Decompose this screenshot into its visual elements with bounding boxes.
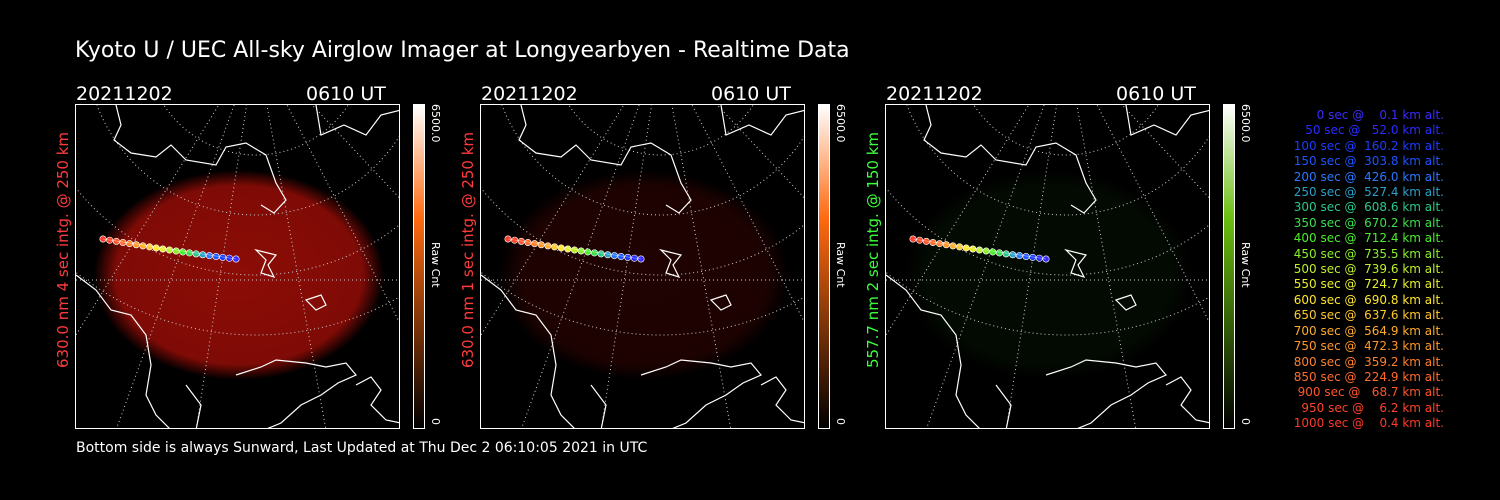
airglow-image [94,170,384,380]
panel-3-time: 0610 UT [1116,83,1196,105]
legend-item: 750 sec @ 472.3 km alt. [1289,339,1444,354]
legend-item: 100 sec @ 160.2 km alt. [1289,138,1444,153]
panel-2-colorbar-min: 0 [834,418,847,425]
legend-item: 550 sec @ 724.7 km alt. [1289,277,1444,292]
panel-3-colorbar [1223,104,1235,429]
legend-item: 1000 sec @ 0.4 km alt. [1293,416,1444,431]
legend-item: 50 sec @ 52.0 km alt. [1297,123,1444,138]
legend-item: 300 sec @ 608.6 km alt. [1289,200,1444,215]
legend-item: 950 sec @ 6.2 km alt. [1297,400,1444,415]
panel-1-image[interactable] [75,104,400,429]
panel-3-colorbar-min: 0 [1239,418,1252,425]
page-title: Kyoto U / UEC All-sky Airglow Imager at … [75,38,850,63]
panel-1-colorbar-unit: Raw Cnt [429,242,442,288]
legend-item: 900 sec @ 68.7 km alt. [1293,385,1444,400]
panel-1-colorbar-max: 6500.0 [429,104,442,143]
panel-1-ylabel: 630.0 nm 4 sec intg. @ 250 km [54,131,72,368]
legend-item: 700 sec @ 564.9 km alt. [1289,323,1444,338]
panel-3-image[interactable] [885,104,1210,429]
panel-2-date: 20211202 [481,83,578,105]
panel-1-colorbar-min: 0 [429,418,442,425]
all-sky-map [76,105,399,428]
airglow-image [904,170,1194,380]
legend-item: 600 sec @ 690.8 km alt. [1289,292,1444,307]
legend-item: 200 sec @ 426.0 km alt. [1289,169,1444,184]
legend-item: 850 sec @ 224.9 km alt. [1289,369,1444,384]
panel-2-ylabel: 630.0 nm 1 sec intg. @ 250 km [459,131,477,368]
legend-item: 400 sec @ 712.4 km alt. [1289,231,1444,246]
panel-2-colorbar [818,104,830,429]
rocket-trajectory-legend: 0 sec @ 0.1 km alt. 50 sec @ 52.0 km alt… [1290,108,1444,432]
panel-2-colorbar-unit: Raw Cnt [834,242,847,288]
airglow-image [499,170,789,380]
rocket-trajectory [99,235,240,263]
legend-item: 650 sec @ 637.6 km alt. [1289,308,1444,323]
legend-item: 350 sec @ 670.2 km alt. [1289,215,1444,230]
all-sky-map [886,105,1209,428]
legend-item: 0 sec @ 0.1 km alt. [1305,108,1444,122]
rocket-trajectory [504,235,645,263]
legend-item: 450 sec @ 735.5 km alt. [1289,246,1444,261]
panel-1-date: 20211202 [76,83,173,105]
panel-2-image[interactable] [480,104,805,429]
legend-item: 150 sec @ 303.8 km alt. [1289,154,1444,169]
panel-2-colorbar-max: 6500.0 [834,104,847,143]
panel-1-colorbar [413,104,425,429]
panel-2-time: 0610 UT [711,83,791,105]
panel-3-colorbar-max: 6500.0 [1239,104,1252,143]
footer-note: Bottom side is always Sunward, Last Upda… [76,440,648,456]
legend-item: 500 sec @ 739.6 km alt. [1289,262,1444,277]
legend-item: 250 sec @ 527.4 km alt. [1289,185,1444,200]
panel-1-time: 0610 UT [306,83,386,105]
panel-3-date: 20211202 [886,83,983,105]
rocket-trajectory [909,235,1050,263]
all-sky-map [481,105,804,428]
legend-item: 800 sec @ 359.2 km alt. [1289,354,1444,369]
panel-3-colorbar-unit: Raw Cnt [1239,242,1252,288]
panel-3-ylabel: 557.7 nm 2 sec intg. @ 150 km [864,131,882,368]
